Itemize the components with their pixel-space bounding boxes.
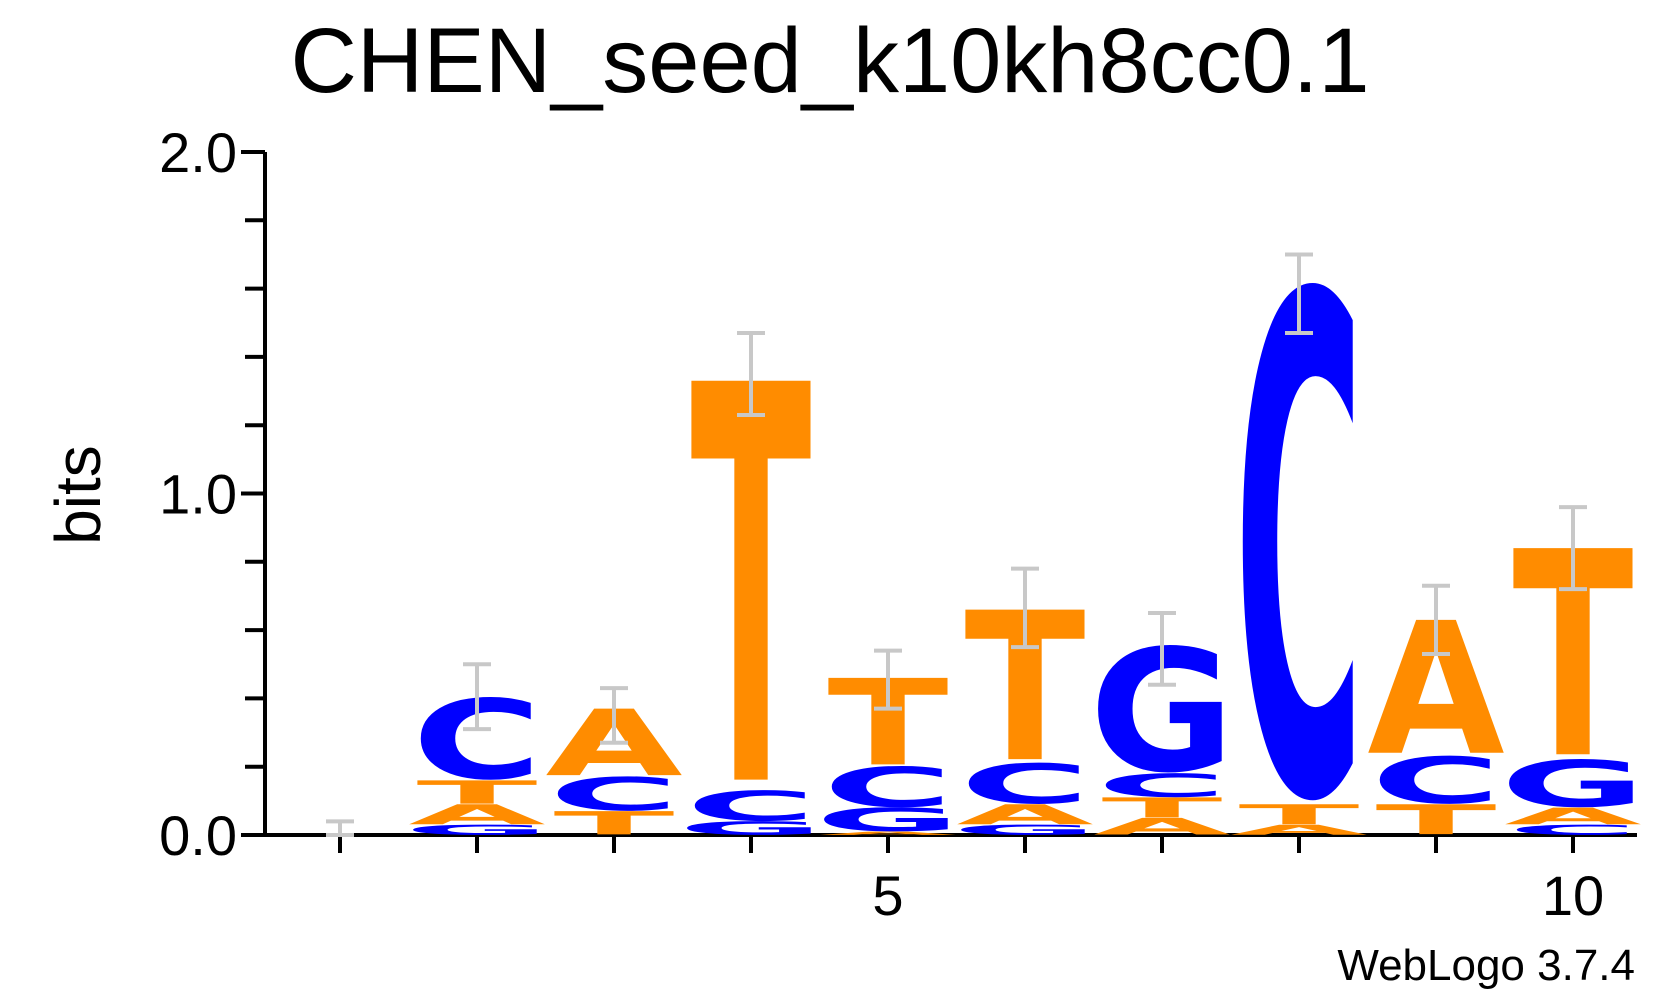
error-bar — [463, 662, 491, 732]
logo-letter-A: A — [408, 799, 545, 831]
error-bar — [326, 819, 354, 837]
x-axis: 5 10 — [265, 833, 1637, 927]
logo-letter-G: G — [1500, 747, 1646, 821]
logo-letter-A: A — [1093, 813, 1230, 840]
logo-letter-A: A — [956, 799, 1093, 831]
error-bar — [1285, 252, 1313, 335]
error-bars — [326, 252, 1587, 837]
logo-letter-T: T — [1239, 799, 1360, 831]
y-axis: 0.0 1.0 2.0 — [159, 121, 267, 867]
y-tick-label: 2.0 — [159, 121, 237, 184]
logo-letter-C: C — [686, 783, 816, 831]
logo-letter-A: A — [1230, 822, 1367, 838]
x-tick-label: 10 — [1542, 864, 1604, 927]
error-bar — [1011, 566, 1039, 650]
logo-letter-C: C — [1371, 744, 1501, 818]
error-bar — [1148, 611, 1176, 687]
logo-letter-C: C — [549, 768, 679, 821]
logo-letter-T: T — [1102, 792, 1223, 824]
logo-stacks: GATCTCAGCTAGCTGACTATCGATCTCACAGT — [404, 155, 1646, 952]
y-tick-label: 1.0 — [159, 463, 237, 526]
logo-letter-C: C — [823, 756, 953, 820]
logo-letter-C: C — [1097, 767, 1227, 804]
error-bar — [600, 686, 628, 745]
error-bar — [1422, 583, 1450, 657]
error-bar — [737, 330, 765, 417]
logo-letter-T: T — [554, 805, 675, 842]
error-bar — [1559, 505, 1587, 592]
logo-letter-T: T — [417, 774, 538, 811]
weblogo-version: WebLogo 3.7.4 — [1337, 941, 1635, 990]
logo-letter-C: C — [1508, 822, 1638, 838]
error-bar — [874, 648, 902, 711]
logo-letter-G: G — [815, 802, 961, 839]
logo-letter-G: G — [404, 822, 550, 838]
logo-letter-A: A — [819, 831, 956, 836]
logo-letter-T: T — [1376, 797, 1497, 845]
logo-letter-A: A — [1504, 803, 1641, 830]
chart-title: CHEN_seed_k10kh8cc0.1 — [290, 10, 1369, 112]
x-tick-label: 5 — [872, 864, 903, 927]
logo-letter-G: G — [952, 822, 1098, 838]
y-axis-label: bits — [42, 445, 114, 545]
logo-letter-C: C — [960, 752, 1090, 816]
logo-letter-G: G — [678, 818, 824, 839]
y-tick-label: 0.0 — [159, 804, 237, 867]
